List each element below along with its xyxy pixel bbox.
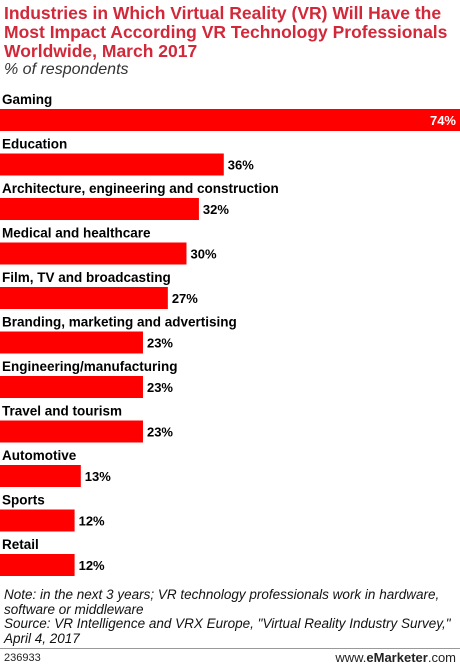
value-label: 12% [79,514,105,529]
value-label: 74% [430,113,456,128]
value-label: 36% [228,158,254,173]
bar [0,153,224,176]
category-label: Retail [2,537,39,552]
bar-chart: Gaming 74% Education 36% Architecture, engin… [0,90,460,580]
value-label: 23% [147,425,173,440]
chart-source: Source: VR Intelligence and VRX Europe, … [4,616,451,646]
brand-name: eMarketer [366,650,428,665]
bar [0,420,143,443]
bar [0,242,187,265]
chart-note: Note: in the next 3 years; VR technology… [4,587,440,617]
bar [0,331,143,354]
category-label: Education [2,137,67,152]
category-label: Gaming [2,92,52,107]
bar [0,554,75,576]
category-label: Travel and tourism [2,404,122,419]
value-label: 12% [79,558,105,573]
bar [0,198,199,220]
brand-suffix: .com [427,650,456,665]
category-label: Sports [2,493,45,508]
chart-id: 236933 [4,652,41,664]
value-label: 27% [172,291,198,306]
chart-subtitle: % of respondents [4,61,129,78]
bar [0,109,460,131]
value-label: 23% [147,336,173,351]
value-label: 32% [203,202,229,217]
brand-logo: www.eMarketer.com [335,650,456,665]
category-label: Automotive [2,448,77,463]
category-label: Film, TV and broadcasting [2,270,171,285]
bar [0,376,143,398]
category-label: Medical and healthcare [2,226,151,241]
category-label: Engineering/manufacturing [2,359,178,374]
bar-chart-svg: Gaming 74% Education 36% Architecture, engin… [0,92,460,576]
category-label: Architecture, engineering and constructi… [2,181,279,196]
bar [0,287,168,309]
chart-notes: Note: in the next 3 years; VR technology… [4,587,456,646]
brand-prefix: www. [335,650,367,665]
chart-title: Industries in Which Virtual Reality (VR)… [4,3,448,61]
value-label: 23% [147,380,173,395]
bar [0,509,75,532]
value-label: 30% [190,247,216,262]
footer-divider [0,648,460,649]
value-label: 13% [85,469,111,484]
bar [0,465,81,487]
category-label: Branding, marketing and advertising [2,315,237,330]
